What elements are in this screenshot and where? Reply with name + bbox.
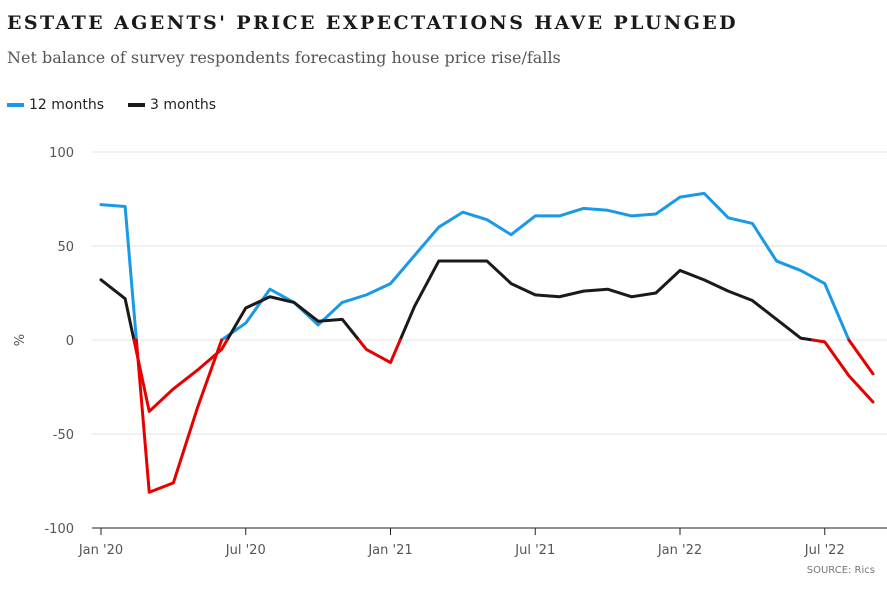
chart-title: ESTATE AGENTS' PRICE EXPECTATIONS HAVE P…	[7, 12, 739, 34]
chart-subtitle: Net balance of survey respondents foreca…	[7, 48, 561, 67]
x-tick-label: Jul '21	[514, 543, 555, 558]
legend-swatch-3-months	[128, 103, 145, 107]
series-line-negative-12-months	[134, 338, 875, 494]
legend-item-3-months: 3 months	[128, 97, 216, 113]
legend-item-12-months: 12 months	[7, 97, 104, 113]
axis-layer: 100 50 0 -50 -100% Jan '20 Jul '20 Jan '21 Jul '…	[13, 146, 887, 558]
series-line-12-months	[99, 191, 851, 342]
x-tick-label: Jul '20	[225, 543, 266, 558]
source-note: SOURCE: Rics	[806, 565, 875, 576]
series-layer	[99, 191, 875, 494]
y-tick-label: -50	[53, 428, 74, 443]
legend-swatch-12-months	[7, 103, 24, 107]
y-tick-label: 50	[57, 240, 74, 255]
series-line-3-months	[99, 259, 815, 342]
grid-layer	[92, 151, 887, 435]
x-tick-label: Jan '21	[367, 543, 412, 558]
legend-label-3-months: 3 months	[150, 97, 217, 113]
x-tick-label: Jan '22	[657, 543, 702, 558]
legend: 12 months 3 months	[7, 97, 240, 113]
y-tick-label: 0	[66, 334, 74, 349]
legend-label-12-months: 12 months	[29, 97, 104, 113]
x-tick-label: Jul '22	[804, 543, 845, 558]
x-tick-label: Jan '20	[78, 543, 123, 558]
y-axis-label: %	[13, 334, 28, 346]
series-line-negative-3-months	[132, 338, 875, 413]
y-tick-label: 100	[49, 146, 74, 161]
y-tick-label: -100	[44, 522, 74, 537]
